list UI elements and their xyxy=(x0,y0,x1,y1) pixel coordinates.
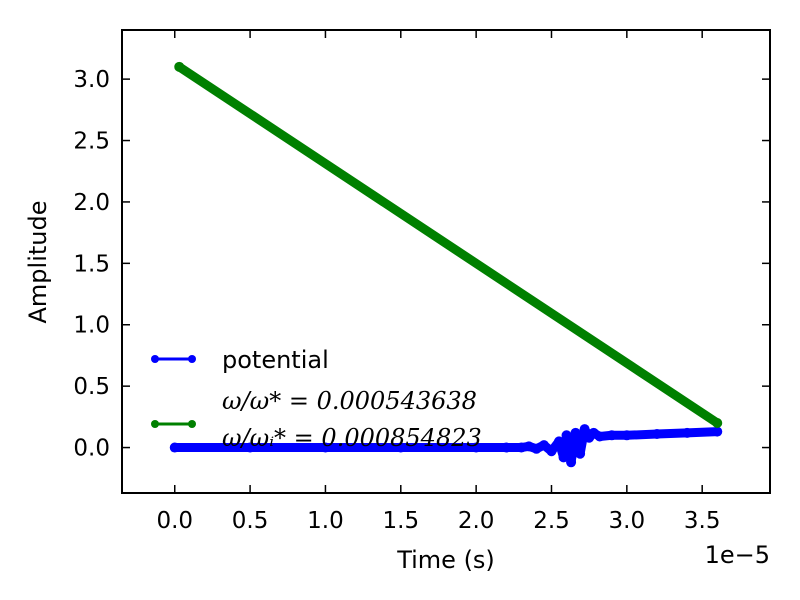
plot-area xyxy=(122,30,770,493)
series-point xyxy=(546,446,557,457)
x-tick-label: 1.0 xyxy=(307,508,344,534)
series-point xyxy=(579,424,590,435)
plot-frame xyxy=(121,29,771,494)
legend-marker-potential-a xyxy=(151,355,159,363)
series-point xyxy=(320,442,331,453)
y-tick-label: 2.0 xyxy=(73,190,110,216)
x-tick-label: 0.5 xyxy=(232,508,269,534)
series-point xyxy=(169,442,180,453)
series-point xyxy=(395,442,406,453)
legend-label-omega: ω/ω* = 0.000543638 xyxy=(222,387,477,415)
series-point xyxy=(570,427,581,438)
series-point xyxy=(471,442,482,453)
x-offset-label: 1e−5 xyxy=(705,541,770,569)
legend-marker-potential-b xyxy=(188,355,196,363)
y-tick-label: 3.0 xyxy=(73,67,110,93)
legend-label-omega-i: ω/ωᵢ* = 0.000854823 xyxy=(222,424,482,452)
x-axis-label: Time (s) xyxy=(396,546,495,574)
series-line xyxy=(174,62,722,428)
series-point xyxy=(554,436,565,447)
series-point xyxy=(566,457,577,468)
series-point xyxy=(621,430,632,441)
legend-label-potential: potential xyxy=(222,346,329,374)
series-point xyxy=(538,440,549,451)
series-layer xyxy=(169,61,723,468)
series-point xyxy=(245,442,256,453)
series-point xyxy=(174,61,185,72)
legend-marker-omega-a xyxy=(151,420,159,428)
series-point xyxy=(558,452,569,463)
series-point xyxy=(594,431,605,442)
y-tick-label: 0.0 xyxy=(73,436,110,462)
x-tick-label: 2.5 xyxy=(533,508,570,534)
series-point xyxy=(606,430,617,441)
y-axis-label: Amplitude xyxy=(24,201,52,324)
series-point xyxy=(575,448,586,459)
legend: potential ω/ω* = 0.000543638 ω/ωᵢ* = 0.0… xyxy=(151,346,482,452)
x-tick-label: 3.5 xyxy=(684,508,721,534)
series-point xyxy=(712,417,723,428)
series-1 xyxy=(174,61,723,428)
x-tick-label: 3.0 xyxy=(609,508,646,534)
y-tick-label: 2.5 xyxy=(73,129,110,155)
series-point xyxy=(712,426,723,437)
x-tick-label: 0.0 xyxy=(156,508,193,534)
ticks-layer: 0.0 0.5 1.0 1.5 2.0 2.5 3.0 3.5 0.0 0.5 1.0 1.5 2.0 2… xyxy=(73,30,770,534)
series-point xyxy=(682,427,693,438)
series-point xyxy=(531,443,542,454)
series-point xyxy=(561,430,572,441)
series-point xyxy=(523,441,534,452)
series-point xyxy=(516,442,527,453)
y-tick-label: 1.0 xyxy=(73,313,110,339)
series-point xyxy=(651,429,662,440)
legend-marker-omega-b xyxy=(188,420,196,428)
x-tick-label: 1.5 xyxy=(383,508,420,534)
series-0 xyxy=(169,424,723,468)
series-point xyxy=(501,442,512,453)
y-tick-label: 1.5 xyxy=(73,251,110,277)
y-tick-label: 0.5 xyxy=(73,374,110,400)
x-tick-label: 2.0 xyxy=(458,508,495,534)
